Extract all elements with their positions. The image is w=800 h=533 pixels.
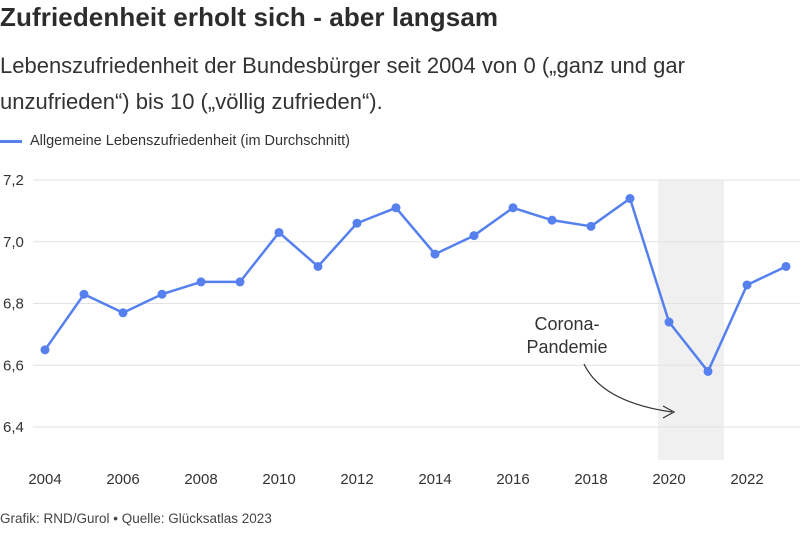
y-tick-label: 7,2	[3, 172, 24, 189]
data-point	[781, 261, 791, 271]
data-point	[703, 366, 713, 376]
x-tick-label: 2010	[262, 471, 295, 488]
chart-subtitle: Lebenszufriedenheit der Bundesbürger sei…	[0, 53, 685, 114]
y-tick-label: 6,6	[3, 357, 24, 374]
x-tick-label: 2018	[574, 471, 607, 488]
source-credit: Grafik: RND/Gurol • Quelle: Glücksatlas …	[0, 511, 272, 526]
data-point	[118, 308, 128, 318]
data-point	[430, 249, 440, 259]
data-point	[508, 203, 518, 213]
annotation-arrowhead	[662, 405, 676, 419]
legend-label: Allgemeine Lebenszufriedenheit (im Durch…	[30, 133, 350, 149]
annotation-label: Pandemie	[526, 337, 607, 357]
x-tick-label: 2022	[730, 471, 763, 488]
data-point	[547, 215, 557, 225]
data-point	[157, 289, 167, 299]
data-point	[40, 345, 50, 355]
data-point	[352, 218, 362, 228]
data-point	[391, 203, 401, 213]
x-tick-label: 2014	[418, 471, 451, 488]
data-point	[79, 289, 89, 299]
annotation-arrow	[583, 363, 673, 413]
data-point	[274, 227, 284, 237]
legend: Allgemeine Lebenszufriedenheit (im Durch…	[0, 133, 350, 149]
data-point	[313, 261, 323, 271]
y-tick-label: 6,8	[3, 296, 24, 313]
data-point	[664, 317, 674, 327]
series-line	[43, 197, 787, 373]
x-tick-label: 2008	[184, 471, 217, 488]
x-tick-label: 2004	[28, 471, 61, 488]
x-tick-label: 2016	[496, 471, 529, 488]
annotation-label: Corona-	[534, 314, 599, 334]
y-tick-label: 7,0	[3, 234, 24, 251]
data-point	[625, 194, 635, 204]
data-point	[469, 231, 479, 241]
x-tick-label: 2012	[340, 471, 373, 488]
chart-title: Zufriedenheit erholt sich - aber langsam	[0, 2, 499, 32]
x-tick-label: 2020	[652, 471, 685, 488]
data-point	[742, 280, 752, 290]
data-point	[235, 277, 245, 287]
data-point	[196, 277, 206, 287]
legend-swatch	[0, 139, 22, 143]
x-tick-label: 2006	[106, 471, 139, 488]
y-tick-label: 6,4	[3, 419, 24, 436]
data-point	[586, 221, 596, 231]
